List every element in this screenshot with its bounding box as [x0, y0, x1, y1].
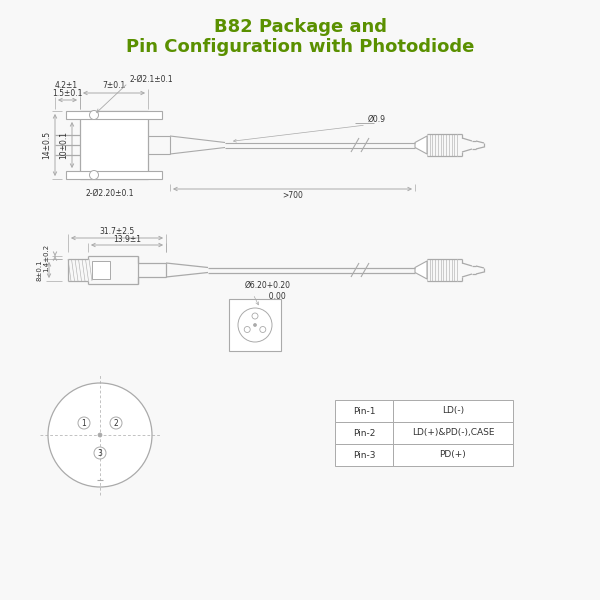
Text: 7±0.1: 7±0.1	[103, 82, 125, 91]
Text: Pin-1: Pin-1	[353, 407, 375, 415]
Text: >700: >700	[282, 191, 303, 200]
Circle shape	[238, 308, 272, 342]
Text: 2-Ø2.1±0.1: 2-Ø2.1±0.1	[130, 74, 173, 83]
Bar	[229, 299, 281, 351]
Circle shape	[252, 313, 258, 319]
Text: 13.9±1: 13.9±1	[113, 235, 141, 245]
Bar	[335, 444, 393, 466]
Bar	[393, 422, 513, 444]
Text: 1.5±0.1: 1.5±0.1	[52, 89, 83, 98]
Text: Ø0.9: Ø0.9	[368, 115, 386, 124]
Text: 1.4±0.2: 1.4±0.2	[43, 244, 49, 272]
Text: 8±0.1: 8±0.1	[37, 259, 43, 281]
Polygon shape	[415, 136, 427, 154]
Bar	[393, 400, 513, 422]
Text: Pin-2: Pin-2	[353, 428, 375, 437]
Bar	[335, 400, 393, 422]
Text: Pin-3: Pin-3	[353, 451, 375, 460]
Text: LD(-): LD(-)	[442, 407, 464, 415]
Circle shape	[254, 323, 257, 326]
Text: 4.2±1: 4.2±1	[55, 82, 77, 91]
Bar	[80, 111, 148, 179]
Polygon shape	[415, 261, 427, 279]
Text: 31.7±2.5: 31.7±2.5	[100, 226, 134, 235]
Circle shape	[260, 326, 266, 332]
Circle shape	[89, 110, 98, 119]
Bar	[92, 261, 110, 279]
Circle shape	[78, 417, 90, 429]
Text: Pin Configuration with Photodiode: Pin Configuration with Photodiode	[126, 38, 474, 56]
Text: 10±0.1: 10±0.1	[59, 131, 68, 159]
Text: B82 Package and: B82 Package and	[214, 18, 386, 36]
Circle shape	[89, 170, 98, 179]
Circle shape	[98, 433, 102, 437]
Text: 1: 1	[82, 419, 86, 427]
Text: LD(+)&PD(-),CASE: LD(+)&PD(-),CASE	[412, 428, 494, 437]
Text: 14±0.5: 14±0.5	[43, 131, 52, 159]
Text: 2: 2	[113, 419, 118, 427]
Bar	[335, 422, 393, 444]
Text: 3: 3	[98, 449, 103, 457]
Text: 2-Ø2.20±0.1: 2-Ø2.20±0.1	[86, 188, 134, 197]
Bar	[393, 444, 513, 466]
Circle shape	[244, 326, 250, 332]
Bar	[66, 171, 162, 179]
Circle shape	[48, 383, 152, 487]
Text: Ø6.20+0.20
          0.00: Ø6.20+0.20 0.00	[245, 281, 291, 301]
Bar	[66, 111, 162, 119]
Circle shape	[110, 417, 122, 429]
Text: PD(+): PD(+)	[440, 451, 466, 460]
Circle shape	[94, 447, 106, 459]
